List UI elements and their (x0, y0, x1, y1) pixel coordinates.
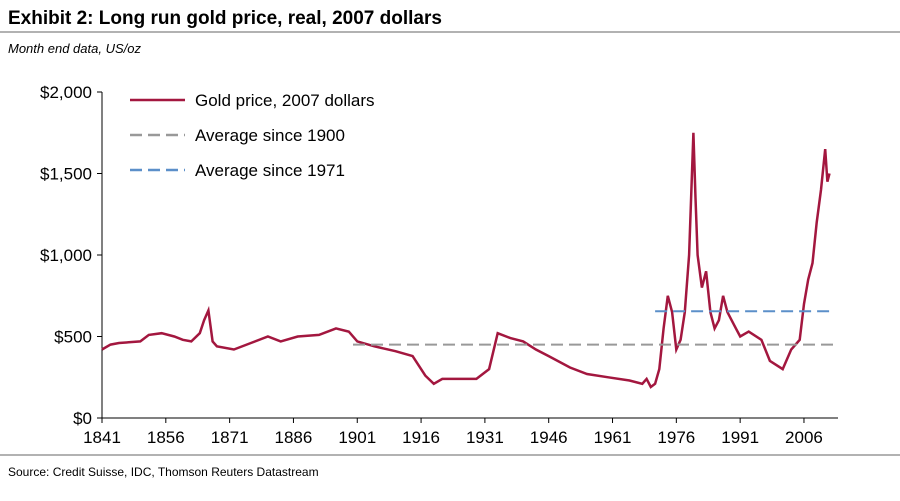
x-tick-label: 2006 (785, 428, 823, 447)
chart-title: Exhibit 2: Long run gold price, real, 20… (8, 8, 442, 29)
x-tick-label: 1886 (275, 428, 313, 447)
x-tick-label: 1931 (466, 428, 504, 447)
x-tick-label: 1976 (657, 428, 695, 447)
x-tick-label: 1916 (402, 428, 440, 447)
legend-label: Gold price, 2007 dollars (195, 91, 375, 110)
x-tick-label: 1856 (147, 428, 185, 447)
y-tick-label: $1,500 (40, 165, 92, 184)
x-tick-label: 1991 (721, 428, 759, 447)
y-tick-label: $500 (54, 328, 92, 347)
legend-label: Average since 1971 (195, 161, 345, 180)
y-tick-label: $0 (73, 409, 92, 428)
chart-subtitle: Month end data, US/oz (8, 41, 141, 56)
x-tick-label: 1901 (338, 428, 376, 447)
x-tick-label: 1871 (211, 428, 249, 447)
y-tick-label: $2,000 (40, 83, 92, 102)
x-tick-label: 1841 (83, 428, 121, 447)
y-tick-label: $1,000 (40, 246, 92, 265)
source: Source: Credit Suisse, IDC, Thomson Reut… (8, 465, 319, 479)
series-line (101, 132, 831, 389)
x-tick-label: 1961 (594, 428, 632, 447)
legend-label: Average since 1900 (195, 126, 345, 145)
x-tick-label: 1946 (530, 428, 568, 447)
